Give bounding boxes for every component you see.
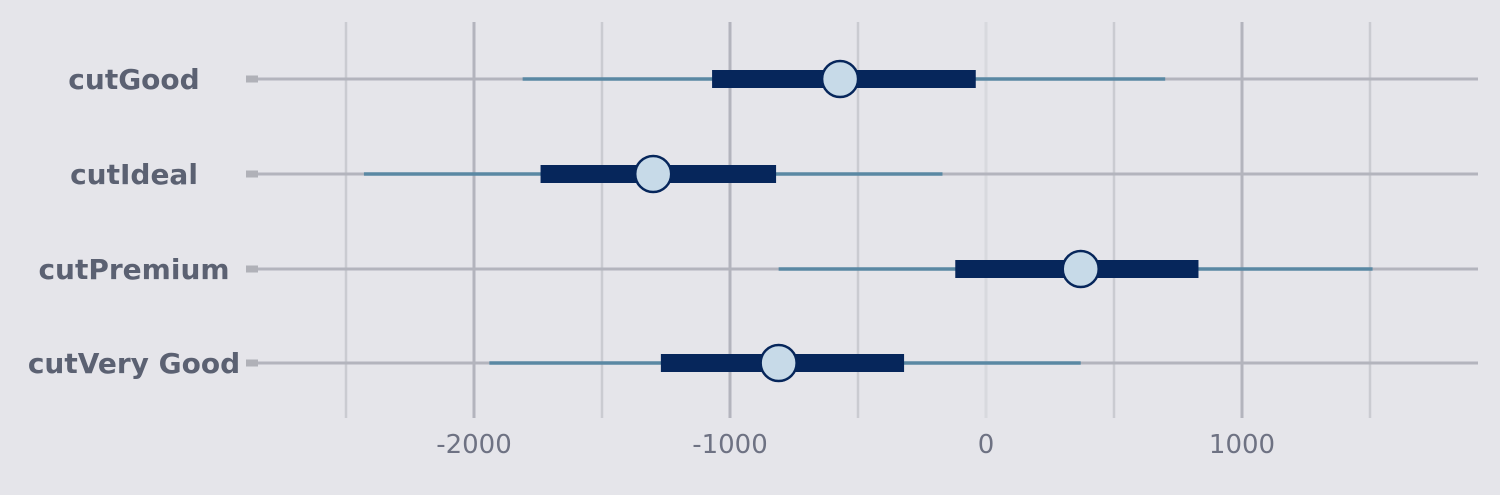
y-category-label: cutPremium bbox=[38, 253, 229, 286]
point-estimate bbox=[759, 343, 798, 383]
point-estimate bbox=[820, 59, 860, 99]
x-tick-label: 0 bbox=[978, 430, 995, 460]
row-layer bbox=[363, 59, 1373, 383]
x-tick-label: 1000 bbox=[1209, 430, 1275, 460]
x-tick-label: -1000 bbox=[692, 430, 768, 460]
point-estimate bbox=[633, 154, 673, 194]
y-category-label: cutIdeal bbox=[70, 158, 198, 191]
y-category-label: cutVery Good bbox=[28, 347, 240, 380]
label-layer: -2000 -1000 0 1000 cutGood cutIdeal cutPremium… bbox=[28, 63, 1275, 460]
x-tick-label: -2000 bbox=[436, 430, 512, 460]
point-estimate bbox=[1061, 249, 1100, 289]
y-category-label: cutGood bbox=[68, 63, 199, 96]
